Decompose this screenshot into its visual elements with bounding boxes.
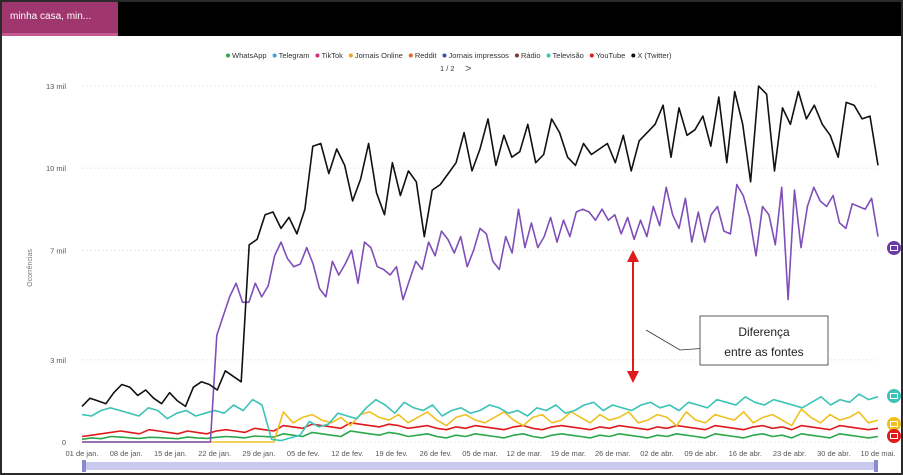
briefcase-icon-glyph [890, 245, 898, 251]
x-tick-label: 12 de fev. [331, 449, 363, 458]
legend-marker-3 [348, 53, 353, 58]
legend-label-5[interactable]: Jornais impressos [449, 51, 510, 60]
legend-marker-9 [631, 53, 636, 58]
annotation-leader [645, 329, 709, 351]
legend-label-0[interactable]: WhatsApp [232, 51, 267, 60]
y-tick-label: 7 mil [50, 246, 66, 255]
y-tick-label: 10 mil [46, 164, 66, 173]
annotation-line1: Diferença [738, 325, 790, 339]
legend-marker-8 [589, 53, 594, 58]
youtube-icon-glyph [890, 433, 898, 439]
range-handle-right[interactable] [874, 460, 878, 472]
x-tick-label: 30 de abr. [817, 449, 850, 458]
series-lines [81, 85, 879, 443]
briefcase-icon[interactable] [887, 241, 901, 255]
annotation-box [699, 315, 829, 366]
x-tick-label: 01 de jan. [66, 449, 99, 458]
x-tick-label: 22 de jan. [198, 449, 231, 458]
legend-marker-2 [315, 53, 320, 58]
x-tick-label: 08 de jan. [110, 449, 143, 458]
x-tick-label: 29 de jan. [242, 449, 275, 458]
legend: WhatsApp Telegram TikTok Jornais Online Redd… [226, 51, 672, 60]
range-handle-left[interactable] [82, 460, 86, 472]
series-line-youtube[interactable] [81, 421, 879, 438]
difference-arrow [627, 250, 639, 383]
annotation-line2: entre as fontes [724, 345, 803, 359]
y-tick-label: 13 mil [46, 82, 66, 91]
legend-label-7[interactable]: Televisão [553, 51, 584, 60]
x-tick-label: 10 de mai. [860, 449, 895, 458]
legend-label-9[interactable]: X (Twitter) [637, 51, 672, 60]
range-slider[interactable] [82, 462, 878, 470]
series-end-icons [887, 241, 901, 443]
x-tick-label: 19 de fev. [375, 449, 407, 458]
x-tick-label: 16 de abr. [729, 449, 762, 458]
series-line-x-twitter-[interactable] [81, 85, 879, 408]
x-tick-label: 02 de abr. [640, 449, 673, 458]
legend-marker-7 [546, 53, 551, 58]
legend-label-8[interactable]: YouTube [596, 51, 625, 60]
legend-label-4[interactable]: Reddit [415, 51, 438, 60]
series-line-jornais-impressos[interactable] [82, 183, 879, 443]
series-line-tiktok[interactable] [81, 430, 879, 441]
y-tick-label: 3 mil [50, 356, 66, 365]
series-line-televis-o[interactable] [81, 393, 879, 442]
legend-label-2[interactable]: TikTok [321, 51, 343, 60]
x-tick-label: 26 de mar. [595, 449, 630, 458]
tv-icon[interactable] [887, 389, 901, 403]
gridlines [82, 85, 878, 443]
legend-marker-4 [408, 53, 413, 58]
legend-marker-5 [442, 53, 447, 58]
x-tick-label: 09 de abr. [684, 449, 717, 458]
youtube-icon[interactable] [887, 429, 901, 443]
x-tick-label: 12 de mar. [506, 449, 541, 458]
tab-minha-casa[interactable]: minha casa, min... [2, 2, 118, 36]
legend-page-indicator: 1 / 2 [440, 64, 455, 73]
x-tick-label: 26 de fev. [420, 449, 452, 458]
legend-label-3[interactable]: Jornais Online [355, 51, 403, 60]
x-tick-label: 05 de fev. [287, 449, 319, 458]
x-axis: 01 de jan. 08 de jan. 15 de jan. 22 de jan.… [66, 449, 896, 458]
chevron-right-icon[interactable]: > [465, 63, 471, 75]
y-tick-label: 0 [62, 438, 66, 447]
legend-marker-0 [226, 53, 230, 58]
y-axis-label: Ocorrências [27, 249, 34, 287]
newspaper-icon[interactable] [887, 417, 901, 431]
series-line-jornais-online[interactable] [82, 408, 879, 443]
legend-marker-6 [514, 53, 519, 58]
title-bar [2, 2, 901, 36]
newspaper-icon-glyph [890, 421, 898, 427]
legend-label-6[interactable]: Rádio [521, 51, 541, 60]
x-tick-label: 19 de mar. [551, 449, 586, 458]
tv-icon-glyph [890, 393, 898, 399]
legend-label-1[interactable]: Telegram [279, 51, 310, 60]
y-axis: 0 3 mil 7 mil 10 mil 13 mil [46, 82, 66, 447]
x-tick-label: 23 de abr. [773, 449, 806, 458]
legend-marker-1 [272, 53, 277, 58]
x-tick-label: 15 de jan. [154, 449, 187, 458]
x-tick-label: 05 de mar. [462, 449, 497, 458]
